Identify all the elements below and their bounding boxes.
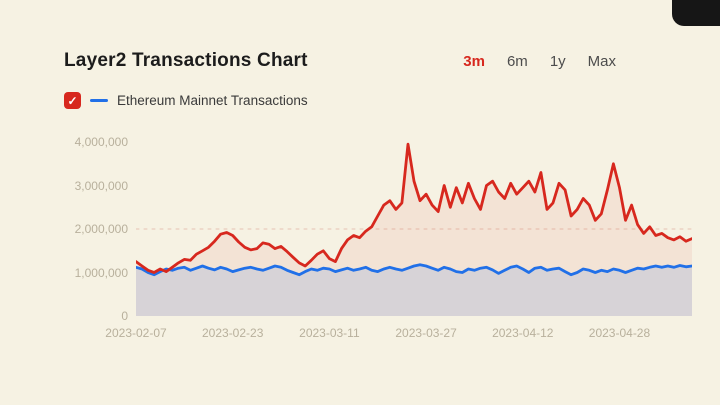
time-range-selector: 3m 6m 1y Max <box>463 53 616 70</box>
x-axis-label: 2023-03-27 <box>395 326 457 340</box>
y-axis-label: 4,000,000 <box>74 135 128 149</box>
range-button-6m[interactable]: 6m <box>506 52 528 70</box>
x-axis-label: 2023-02-23 <box>201 326 264 340</box>
series-area-0 <box>136 144 692 316</box>
x-axis-label: 2023-02-07 <box>105 326 167 340</box>
series-area-1 <box>136 264 692 316</box>
y-axis-label: 1,000,000 <box>74 265 128 280</box>
transactions-chart <box>136 142 692 316</box>
y-axis-label: 0 <box>121 309 128 323</box>
range-button-3m[interactable]: 3m <box>463 52 485 70</box>
chart-header: Layer2 Transactions Chart 3m 6m 1y Max <box>64 50 616 72</box>
mainnet-line <box>136 263 692 277</box>
x-axis-label: 2023-03-11 <box>299 326 360 340</box>
legend: ✓ Ethereum Mainnet Transactions <box>64 92 308 109</box>
x-axis-label: 2023-04-28 <box>588 326 651 340</box>
page-title: Layer2 Transactions Chart <box>64 50 308 71</box>
layer2-line <box>136 142 692 274</box>
x-axis-label: 2023-04-12 <box>492 326 554 340</box>
legend-line-icon <box>90 99 108 102</box>
dark-corner-decoration <box>672 0 720 26</box>
legend-label: Ethereum Mainnet Transactions <box>117 93 308 108</box>
legend-checkbox[interactable]: ✓ <box>64 92 81 109</box>
y-axis-label: 2,000,000 <box>74 222 128 236</box>
range-button-max[interactable]: Max <box>587 52 616 70</box>
y-axis-label: 3,000,000 <box>74 178 128 193</box>
range-button-1y[interactable]: 1y <box>549 52 566 70</box>
